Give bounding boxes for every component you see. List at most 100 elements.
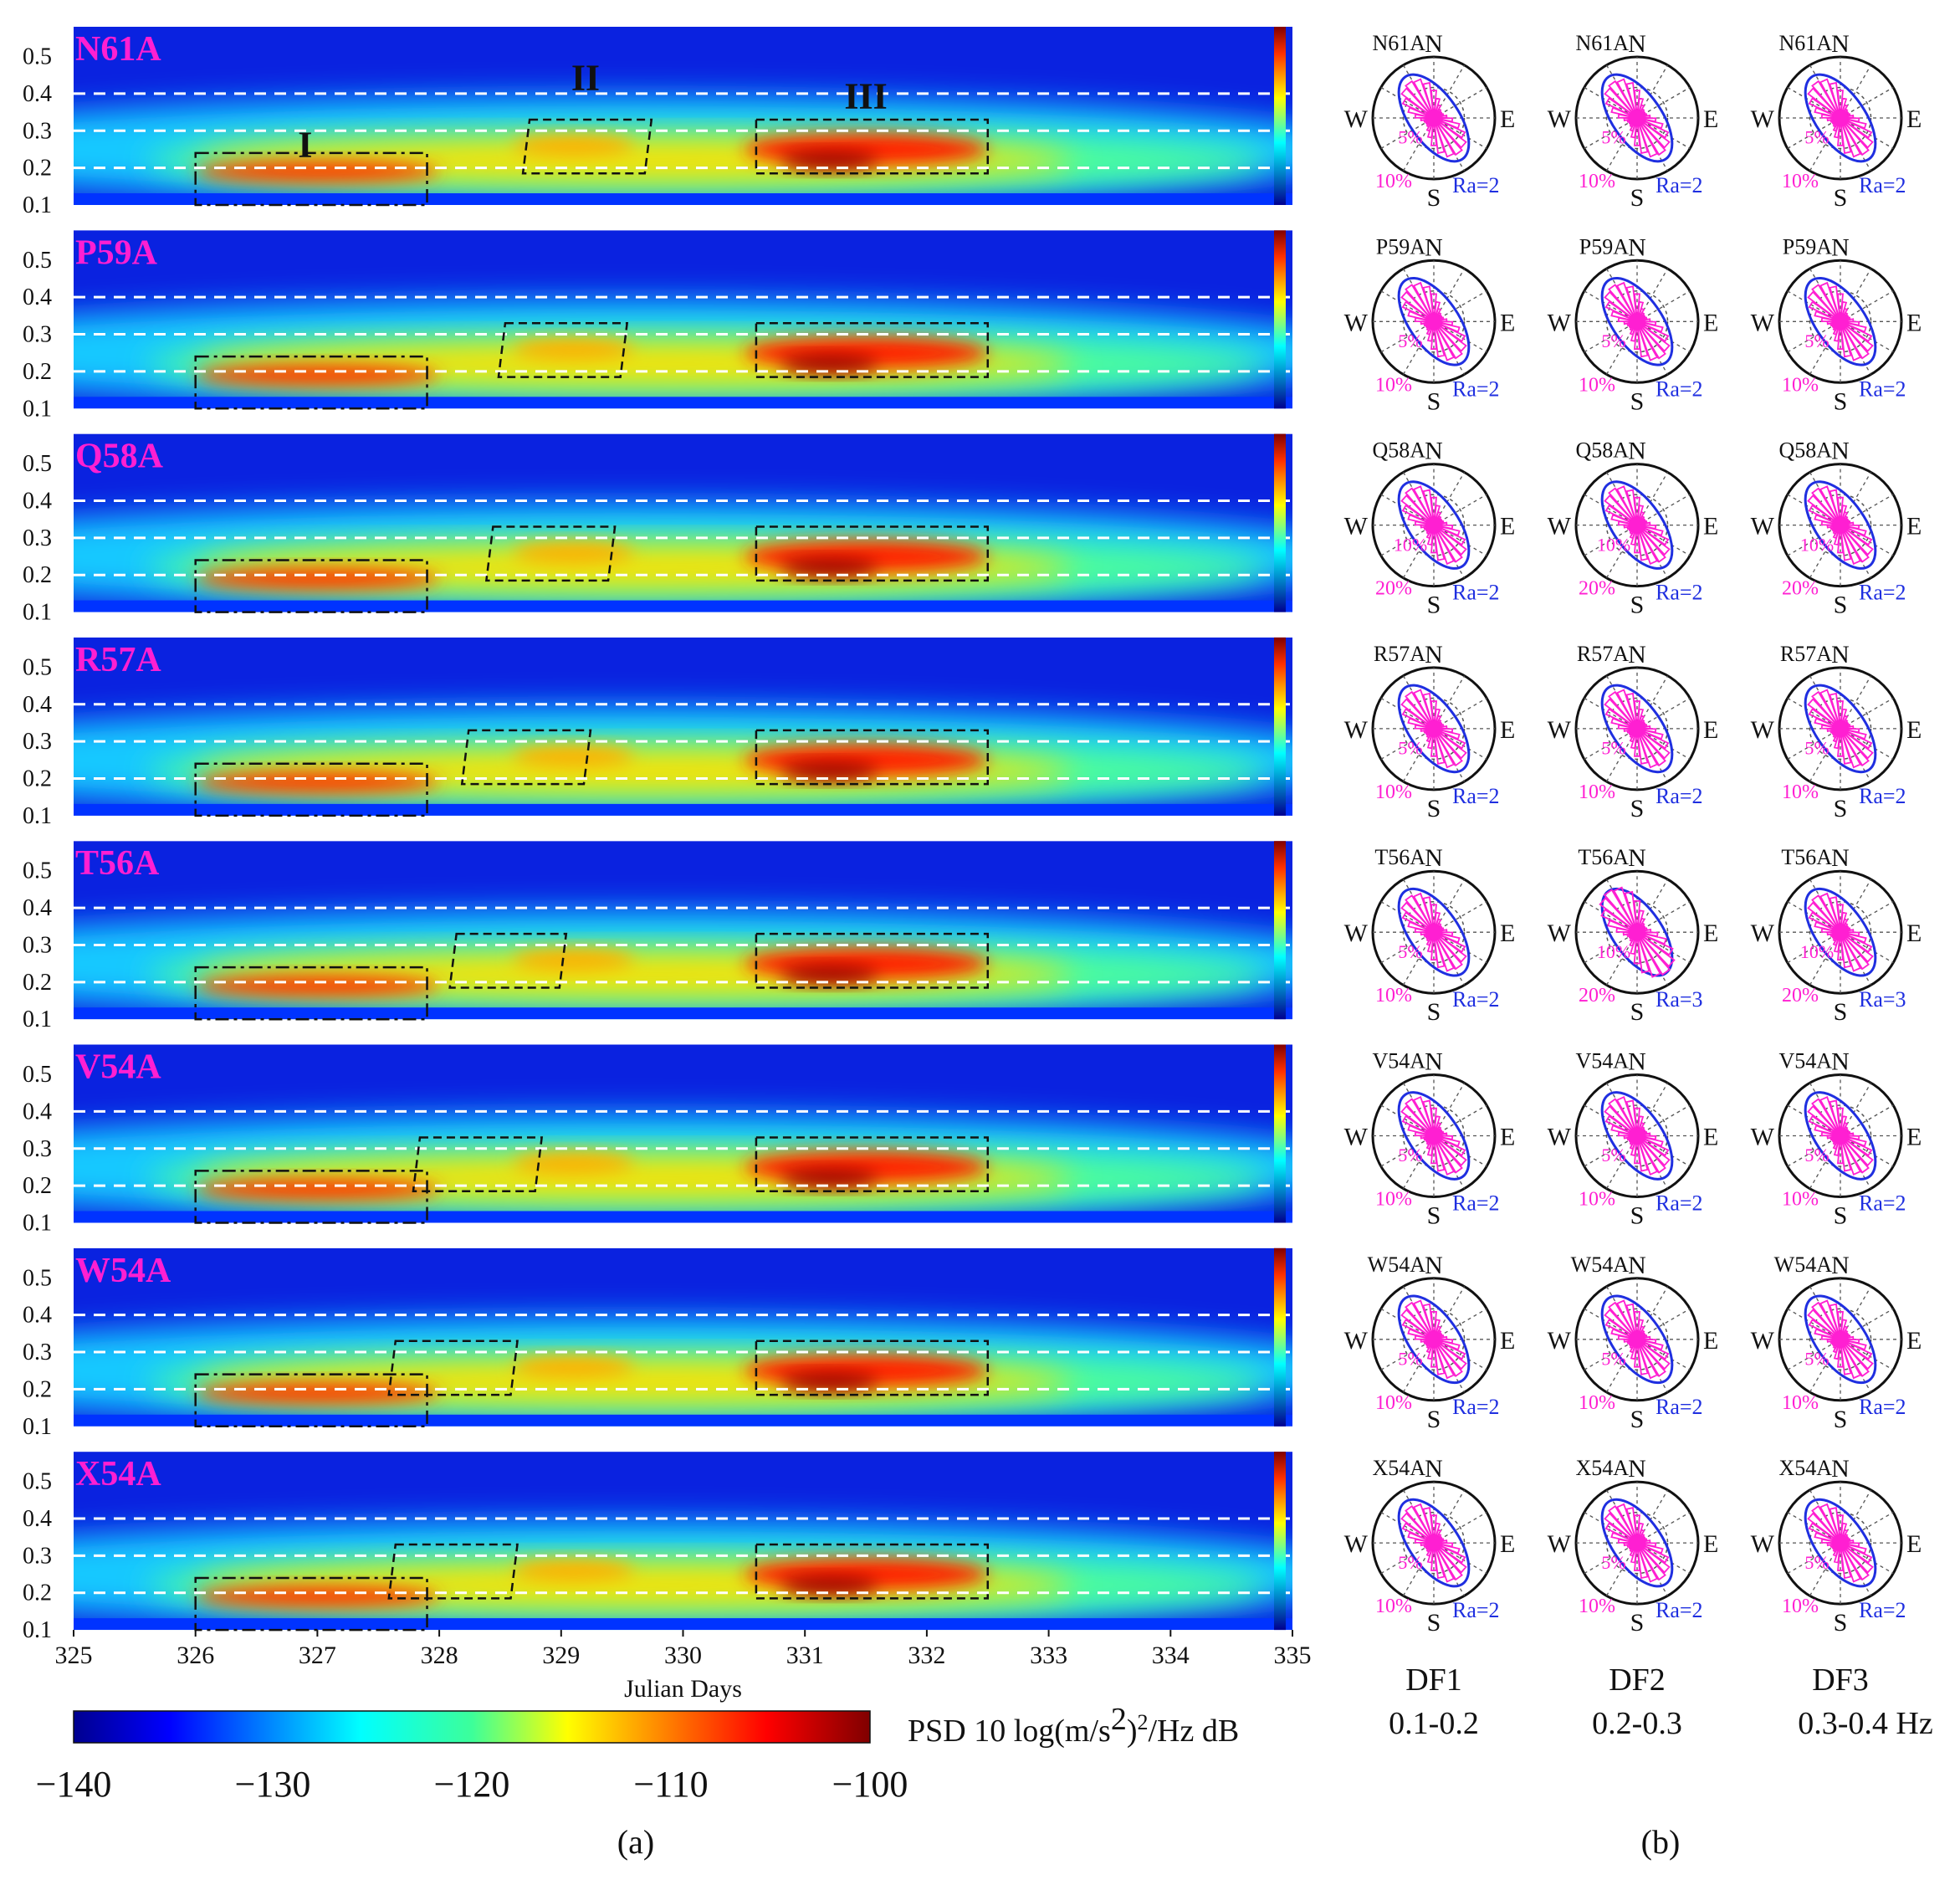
rose-x54a-df2: N S E W X54A 5% 10% Ra=2	[1548, 1455, 1719, 1637]
ring-outer-pct: 10%	[1579, 171, 1615, 192]
ring-inner-pct: 5%	[1398, 1348, 1422, 1369]
rose-inner-circle	[1605, 697, 1669, 761]
rose-inner-circle	[1605, 290, 1669, 353]
column-band-df3: 0.3-0.4 Hz	[1798, 1706, 1932, 1741]
compass-e: E	[1500, 716, 1515, 744]
ra-label: Ra=2	[1452, 784, 1500, 808]
compass-s: S	[1630, 998, 1645, 1026]
box-band-i	[194, 355, 428, 410]
ring-inner-pct: 10%	[1597, 941, 1630, 962]
low-frequency-band	[74, 397, 1292, 409]
y-tick-label: 0.3	[23, 932, 52, 958]
rose-q58a-df3: N S E W Q58A 10% 20% Ra=2	[1751, 438, 1922, 619]
compass-s: S	[1834, 184, 1848, 212]
rose-center	[1426, 110, 1441, 126]
ra-label: Ra=2	[1656, 1598, 1703, 1622]
ring-outer-pct: 10%	[1579, 1392, 1615, 1414]
y-tick-label: 0.5	[23, 654, 52, 680]
rose-wedges	[1400, 892, 1467, 972]
compass-n: N	[1425, 233, 1443, 261]
colorbar-label-part: PSD 10 log(m/s	[908, 1714, 1111, 1749]
y-tick-label: 0.2	[23, 359, 52, 385]
panel-colour-strip	[1274, 1044, 1286, 1223]
ring-outer-pct: 10%	[1782, 1392, 1819, 1414]
psd-energy-blob	[195, 567, 440, 590]
station-label: P59A	[75, 233, 158, 272]
polarization-ellipse	[1600, 480, 1674, 570]
box-band-ii	[521, 118, 653, 175]
y-tick-label: 0.5	[23, 248, 52, 274]
rose-inner-circle	[1809, 1511, 1872, 1575]
rose-station-label: P59A	[1376, 234, 1425, 259]
polarization-ellipse	[1600, 887, 1674, 977]
rose-n61a-df3: N S E W N61A 5% 10% Ra=2	[1751, 30, 1922, 212]
rose-inner-circle	[1605, 1104, 1669, 1167]
colorbar-gradient	[73, 1710, 871, 1744]
compass-s: S	[1427, 592, 1441, 619]
rose-center	[1630, 720, 1645, 736]
rose-center	[1630, 110, 1645, 126]
y-tick-label: 0.1	[23, 1414, 52, 1440]
rose-station-label: R57A	[1577, 642, 1629, 666]
rose-wedges	[1807, 1095, 1874, 1176]
low-frequency-band	[74, 1618, 1292, 1631]
box-band-iii	[755, 525, 989, 582]
ring-inner-pct: 10%	[1800, 534, 1834, 555]
y-tick-label: 0.4	[23, 81, 52, 107]
compass-s: S	[1834, 1609, 1848, 1637]
psd-energy-blob	[512, 1560, 635, 1581]
rose-w54a-df1: N S E W W54A 5% 10% Ra=2	[1344, 1252, 1516, 1433]
x-tick-label: 330	[664, 1642, 702, 1669]
rose-center	[1630, 1535, 1645, 1551]
compass-w: W	[1751, 1124, 1775, 1151]
colorbar-label-part: 2	[1137, 1710, 1148, 1734]
column-band-df2: 0.2-0.3	[1592, 1706, 1682, 1741]
ring-inner-pct: 5%	[1804, 1145, 1829, 1165]
y-tick-label: 0.1	[23, 1617, 52, 1643]
rose-inner-circle	[1605, 1308, 1669, 1371]
box-band-i	[194, 762, 428, 817]
compass-e: E	[1906, 1530, 1922, 1558]
compass-s: S	[1630, 184, 1645, 212]
polarization-ellipse	[1804, 480, 1877, 570]
polarization-ellipse	[1600, 1091, 1674, 1181]
compass-s: S	[1427, 184, 1441, 212]
rose-v54a-df1: N S E W V54A 5% 10% Ra=2	[1344, 1048, 1516, 1230]
box-band-iii	[755, 118, 989, 175]
compass-n: N	[1425, 641, 1443, 669]
ra-label: Ra=2	[1859, 173, 1906, 197]
compass-n: N	[1628, 233, 1646, 261]
ring-inner-pct: 10%	[1800, 941, 1834, 962]
psd-energy-blob	[780, 1372, 878, 1391]
compass-w: W	[1344, 105, 1369, 133]
y-tick-label: 0.5	[23, 451, 52, 477]
rose-wedges	[1400, 485, 1467, 566]
box-band-iii	[755, 321, 989, 378]
compass-w: W	[1548, 1124, 1572, 1151]
psd-heatmap	[74, 637, 1292, 816]
ring-inner-pct: 5%	[1601, 1145, 1625, 1165]
rose-x54a-df1: N S E W X54A 5% 10% Ra=2	[1344, 1455, 1516, 1637]
psd-energy-blob	[780, 558, 878, 576]
compass-e: E	[1703, 1530, 1718, 1558]
compass-w: W	[1751, 716, 1775, 744]
compass-e: E	[1500, 105, 1515, 133]
y-tick-label: 0.5	[23, 1062, 52, 1088]
ring-inner-pct: 5%	[1398, 330, 1422, 351]
rose-t56a-df3: N S E W T56A 10% 20% Ra=3	[1751, 844, 1922, 1026]
y-tick-label: 0.4	[23, 1303, 52, 1329]
ring-outer-pct: 10%	[1782, 1189, 1819, 1211]
compass-w: W	[1344, 513, 1369, 540]
psd-energy-blob	[195, 771, 440, 793]
ring-inner-pct: 5%	[1601, 127, 1625, 148]
compass-e: E	[1703, 513, 1718, 540]
x-tick-label: 332	[908, 1642, 945, 1669]
x-tick-label: 328	[421, 1642, 458, 1669]
polarization-ellipse	[1804, 73, 1877, 163]
rose-station-label: T56A	[1374, 845, 1425, 869]
rose-wedges	[1400, 1095, 1467, 1176]
compass-e: E	[1703, 105, 1718, 133]
compass-e: E	[1906, 1327, 1922, 1355]
polarization-ellipse	[1397, 276, 1471, 366]
